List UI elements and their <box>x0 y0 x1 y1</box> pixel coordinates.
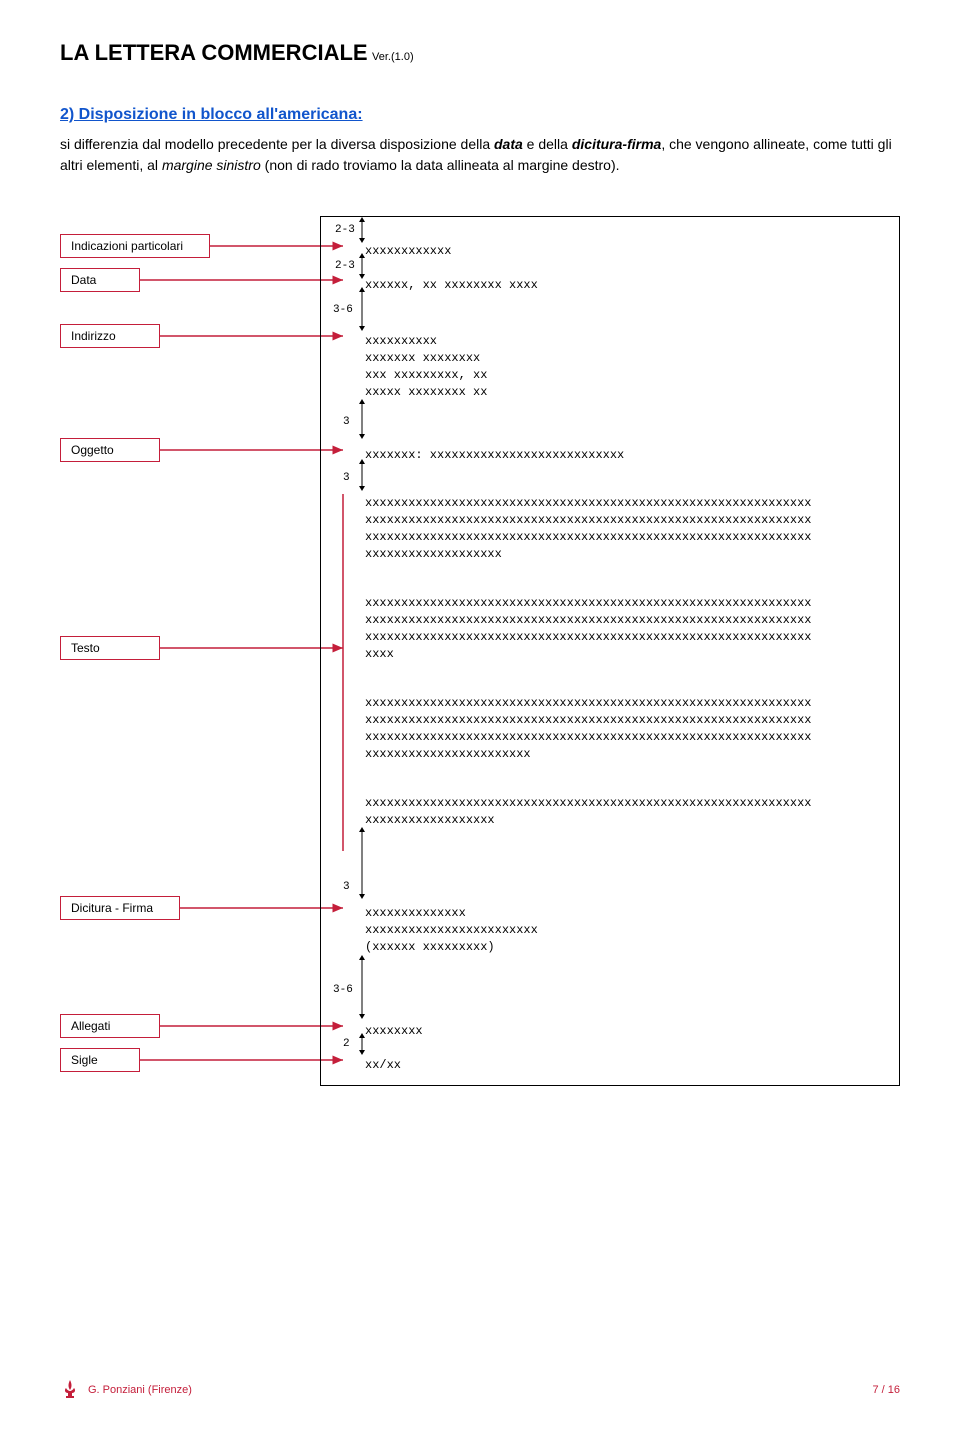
spacing-arrow-8 <box>357 1033 367 1055</box>
page-footer: G. Ponziani (Firenze) 7 / 16 <box>60 1378 900 1402</box>
body-data-word: data <box>494 136 523 152</box>
para2-l4: xxxx <box>365 646 394 663</box>
label-allegati: Allegati <box>60 1014 160 1038</box>
addr-1: xxxxxxxxxx <box>365 333 437 350</box>
label-dicitura: Dicitura - Firma <box>60 896 180 920</box>
body-firma-word: dicitura-firma <box>572 136 661 152</box>
label-testo: Testo <box>60 636 160 660</box>
para1-l1: xxxxxxxxxxxxxxxxxxxxxxxxxxxxxxxxxxxxxxxx… <box>365 495 811 512</box>
para1-l4: xxxxxxxxxxxxxxxxxxx <box>365 546 502 563</box>
body-margine-word: margine sinistro <box>162 157 261 173</box>
label-data: Data <box>60 268 140 292</box>
spacing-arrow-7 <box>357 955 367 1019</box>
spacing-3: 3-6 <box>333 303 353 318</box>
footer-author: G. Ponziani (Firenze) <box>88 1384 192 1396</box>
spacing-7: 3-6 <box>333 983 353 998</box>
addr-2: xxxxxxx xxxxxxxx <box>365 350 480 367</box>
line-indicazioni: xxxxxxxxxxxx <box>365 243 451 260</box>
page-header: LA LETTERA COMMERCIALE Ver.(1.0) <box>60 40 900 66</box>
label-sigle: Sigle <box>60 1048 140 1072</box>
spacing-arrow-5 <box>357 459 367 491</box>
oggetto-line: xxxxxxx: xxxxxxxxxxxxxxxxxxxxxxxxxxx <box>365 447 624 464</box>
addr-4: xxxxx xxxxxxxx xx <box>365 384 487 401</box>
para3-l3: xxxxxxxxxxxxxxxxxxxxxxxxxxxxxxxxxxxxxxxx… <box>365 729 811 746</box>
section-body: si differenzia dal modello precedente pe… <box>60 134 900 176</box>
label-oggetto: Oggetto <box>60 438 160 462</box>
document-version: Ver.(1.0) <box>372 51 414 63</box>
label-indicazioni: Indicazioni particolari <box>60 234 210 258</box>
para3-l2: xxxxxxxxxxxxxxxxxxxxxxxxxxxxxxxxxxxxxxxx… <box>365 712 811 729</box>
body-text-post2: (non di rado troviamo la data allineata … <box>261 157 620 173</box>
para2-l2: xxxxxxxxxxxxxxxxxxxxxxxxxxxxxxxxxxxxxxxx… <box>365 612 811 629</box>
label-indirizzo: Indirizzo <box>60 324 160 348</box>
firma-2: xxxxxxxxxxxxxxxxxxxxxxxx <box>365 922 538 939</box>
document-title: LA LETTERA COMMERCIALE <box>60 40 368 65</box>
spacing-2: 2-3 <box>335 259 355 274</box>
para4-l1: xxxxxxxxxxxxxxxxxxxxxxxxxxxxxxxxxxxxxxxx… <box>365 795 811 812</box>
sigle-line: xx/xx <box>365 1057 401 1074</box>
para1-l2: xxxxxxxxxxxxxxxxxxxxxxxxxxxxxxxxxxxxxxxx… <box>365 512 811 529</box>
spacing-4: 3 <box>343 415 350 430</box>
fleur-de-lis-icon <box>60 1378 80 1402</box>
line-data: xxxxxx, xx xxxxxxxx xxxx <box>365 277 538 294</box>
firma-1: xxxxxxxxxxxxxx <box>365 905 466 922</box>
section-title: 2) Disposizione in blocco all'americana: <box>60 106 900 124</box>
spacing-arrow-6 <box>357 827 367 899</box>
para4-l2: xxxxxxxxxxxxxxxxxx <box>365 812 495 829</box>
footer-page: 7 / 16 <box>872 1384 900 1396</box>
letter-box: 2-3 xxxxxxxxxxxx 2-3 xxxxxx, xx xxxxxxxx… <box>320 216 900 1086</box>
body-text-mid: e della <box>523 136 572 152</box>
spacing-arrow-1 <box>357 217 367 243</box>
spacing-arrow-2 <box>357 253 367 279</box>
spacing-1: 2-3 <box>335 223 355 238</box>
allegati-line: xxxxxxxx <box>365 1023 423 1040</box>
para3-l4: xxxxxxxxxxxxxxxxxxxxxxx <box>365 746 531 763</box>
spacing-5: 3 <box>343 471 350 486</box>
addr-3: xxx xxxxxxxxx, xx <box>365 367 487 384</box>
para3-l1: xxxxxxxxxxxxxxxxxxxxxxxxxxxxxxxxxxxxxxxx… <box>365 695 811 712</box>
firma-3: (xxxxxx xxxxxxxxx) <box>365 939 495 956</box>
spacing-arrow-4 <box>357 399 367 439</box>
para1-l3: xxxxxxxxxxxxxxxxxxxxxxxxxxxxxxxxxxxxxxxx… <box>365 529 811 546</box>
spacing-6: 3 <box>343 880 350 895</box>
spacing-arrow-3 <box>357 287 367 331</box>
body-text-pre: si differenzia dal modello precedente pe… <box>60 136 494 152</box>
para2-l1: xxxxxxxxxxxxxxxxxxxxxxxxxxxxxxxxxxxxxxxx… <box>365 595 811 612</box>
para2-l3: xxxxxxxxxxxxxxxxxxxxxxxxxxxxxxxxxxxxxxxx… <box>365 629 811 646</box>
diagram-area: Indicazioni particolari Data Indirizzo O… <box>60 216 900 1096</box>
spacing-8: 2 <box>343 1037 350 1052</box>
